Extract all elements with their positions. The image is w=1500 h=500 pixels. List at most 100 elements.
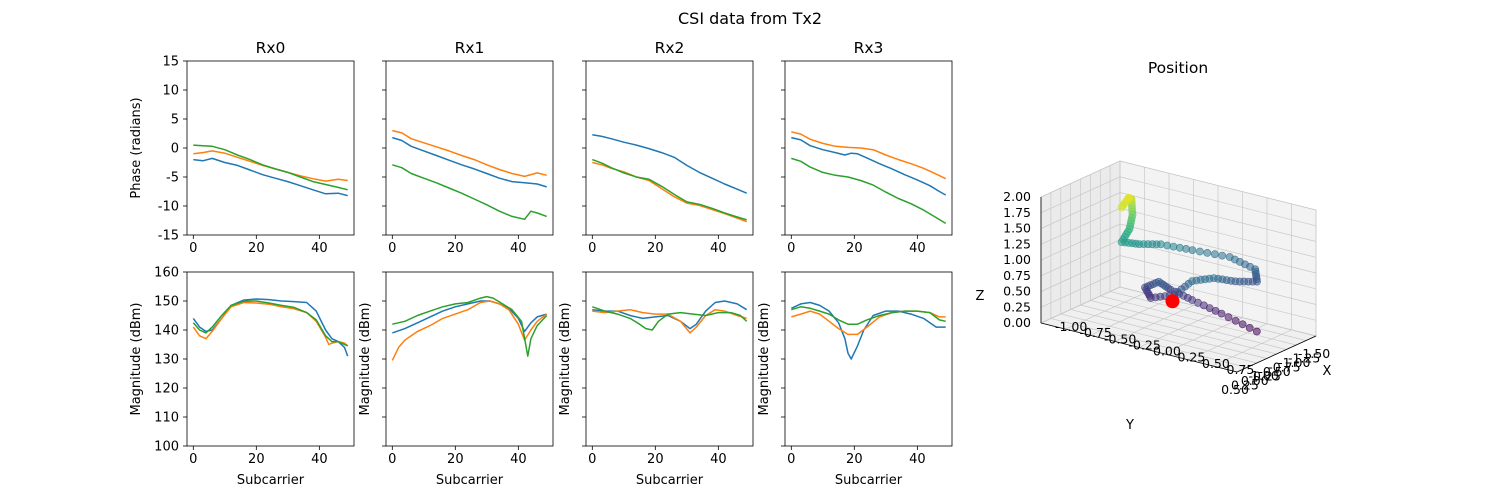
x-tick-label: 40 [510, 452, 527, 467]
series-line-1 [592, 133, 747, 194]
grid-line-z [1040, 255, 1317, 305]
axes-frame [585, 60, 754, 236]
z-tick-label: 0.25 [1003, 299, 1031, 314]
series-line-3 [392, 295, 548, 357]
y-tick-label: 0.25 [1231, 378, 1259, 393]
series-line-3 [791, 306, 946, 325]
y-tick-label: -0.50 [1258, 364, 1290, 379]
subplot-title: Rx3 [854, 39, 884, 57]
grid-line-z [1040, 223, 1317, 274]
series-line-2 [391, 300, 548, 361]
series-line-1 [791, 136, 947, 196]
y-tick-label: -1.25 [1288, 351, 1320, 366]
x-tick-label: 20 [846, 452, 863, 467]
axes-frame [585, 271, 754, 447]
x-tick-label: 20 [447, 452, 464, 467]
x-tick-label: 20 [248, 241, 265, 256]
trajectory-point [1238, 320, 1247, 329]
y-axis-label: Magnitude (dBm) [757, 303, 772, 416]
x-tick-label: 0 [787, 241, 795, 256]
series-line-3 [192, 300, 349, 347]
y-axis-line [1236, 335, 1317, 373]
z-tick-label: 2.00 [1003, 189, 1031, 204]
y-axis-label: Magnitude (dBm) [129, 303, 144, 416]
trajectory-point [1210, 250, 1219, 259]
series-line-3 [193, 144, 348, 191]
trajectory-point [1252, 327, 1261, 336]
y-tick-label: -0.25 [1248, 369, 1280, 384]
y-axis-label: Phase (radians) [129, 97, 144, 198]
x-tick-label: 40 [311, 452, 328, 467]
x-tick-label: 20 [447, 241, 464, 256]
trajectory-point [1203, 248, 1212, 257]
x-tick-label: 1.00 [1251, 368, 1279, 383]
z-tick-label: 0.50 [1003, 284, 1031, 299]
trajectory-point [1196, 247, 1204, 256]
trajectory-point [1169, 242, 1178, 251]
y-tick-label: 0.50 [1221, 382, 1249, 397]
series-line-1 [790, 301, 946, 360]
x-tick-label: 0 [388, 452, 396, 467]
y-tick-label: 160 [154, 266, 179, 281]
x-tick-label: 0 [189, 241, 197, 256]
z-tick-label: 1.75 [1003, 205, 1031, 220]
trajectory-point [1163, 241, 1172, 250]
axes-frame [784, 60, 953, 236]
y-tick-label: 0 [171, 142, 179, 157]
subplot-rx0-phase: 0 20 40 -15 -10 -5 0 5 10 15 Rx0 Phase (radians) [129, 39, 355, 256]
trajectory-point [1224, 313, 1233, 322]
x-tick-label: 0 [588, 241, 596, 256]
x-tick-label: 20 [846, 241, 863, 256]
series-line-3 [392, 164, 547, 221]
x-tick-label: 0.50 [1202, 356, 1230, 371]
y-tick-label: -15 [158, 229, 179, 244]
position-3d-plot: Position-1.00-0.75-0.50-0.250.000.250.50… [976, 59, 1332, 433]
z-axis-label: Z [976, 289, 985, 304]
x-tick-label: 20 [248, 452, 265, 467]
trajectory-point [1245, 323, 1254, 332]
series-line-2 [592, 308, 747, 334]
x-tick-label: 0 [588, 452, 596, 467]
trajectory-point [1188, 246, 1197, 254]
y-tick-label: 150 [154, 295, 179, 310]
subplot-rx3-phase: 0 20 40 Rx3 [781, 39, 953, 256]
figure-suptitle: CSI data from Tx2 [678, 9, 822, 28]
z-tick-label: 0.00 [1003, 315, 1031, 330]
y-tick-label: 100 [154, 440, 179, 455]
subplot-rx3-magnitude: 0 20 40 Subcarrier Magnitude (dBm) [757, 271, 953, 488]
y-tick-label: 10 [162, 84, 179, 99]
x-tick-label: 40 [710, 241, 727, 256]
x-tick-label: 40 [909, 241, 926, 256]
x-axis-label: Subcarrier [835, 473, 903, 488]
axes-frame [385, 271, 554, 447]
series-line-3 [592, 158, 747, 221]
x-tick-label: -1.00 [1055, 319, 1087, 334]
trajectory-point [1182, 244, 1190, 253]
trajectory-point [1225, 253, 1234, 261]
trajectory-point [1175, 243, 1184, 252]
series-line-2 [392, 129, 547, 178]
axes-frame [186, 60, 355, 236]
y-axis-label: Magnitude (dBm) [358, 303, 373, 416]
series-line-2 [192, 301, 349, 347]
series-line-1 [193, 157, 348, 197]
y-tick-label: 110 [154, 411, 179, 426]
x-tick-label: 40 [510, 241, 527, 256]
series-line-2 [791, 131, 947, 180]
trajectory-point [1218, 251, 1227, 260]
z-tick-label: 1.00 [1003, 252, 1031, 267]
y-tick-label: 15 [162, 55, 179, 70]
x-tick-label: -0.25 [1129, 337, 1161, 352]
x-tick-label: -0.75 [1080, 325, 1112, 340]
trajectory-point [1117, 203, 1126, 212]
axes-frame [385, 60, 554, 236]
trajectory-point [1231, 316, 1240, 325]
grid-line-z [1040, 192, 1317, 242]
x-tick-label: 40 [311, 241, 328, 256]
y-axis-label: Magnitude (dBm) [558, 303, 573, 416]
grid-line-z [1040, 270, 1317, 321]
subplot-grid: 0 20 40 -15 -10 -5 0 5 10 15 Rx0 Phase (radians) 0 20… [129, 39, 953, 488]
grid-line-z [1040, 160, 1317, 211]
series-line-1 [392, 136, 547, 188]
